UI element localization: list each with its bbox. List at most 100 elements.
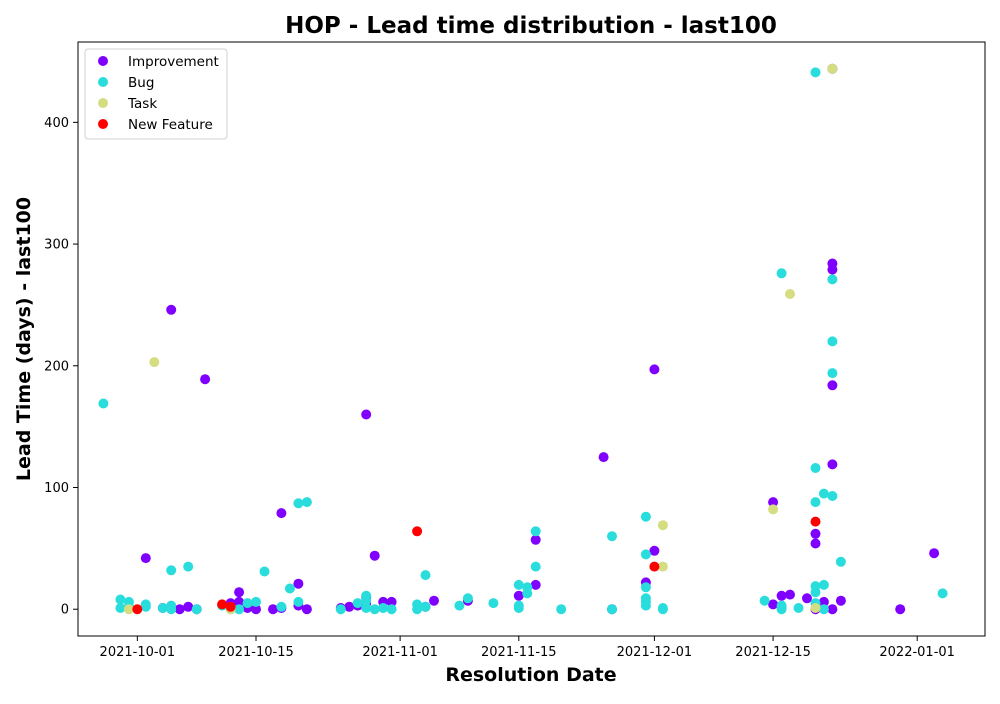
plot-area: 2021-10-01 2021-10-15 2021-11-01 2021-11-15… xyxy=(44,41,986,660)
legend: Improvement Bug Task New Feature xyxy=(84,48,228,140)
data-point xyxy=(640,600,651,611)
data-point xyxy=(301,497,312,508)
data-point xyxy=(352,598,363,609)
data-point xyxy=(268,604,278,615)
data-point xyxy=(810,528,821,539)
data-point xyxy=(895,604,906,615)
y-tick-label: 400 xyxy=(44,116,69,131)
data-point xyxy=(810,516,821,527)
data-point xyxy=(369,550,380,561)
data-point xyxy=(640,511,651,522)
x-axis-label: Resolution Date xyxy=(445,664,616,686)
data-point xyxy=(225,601,236,612)
data-point xyxy=(937,588,948,599)
data-point xyxy=(530,526,541,537)
data-point xyxy=(412,526,423,537)
data-point xyxy=(462,593,473,604)
data-point xyxy=(115,594,126,605)
legend-label: New Feature xyxy=(128,117,213,133)
x-tick-label: 2021-10-01 xyxy=(100,645,176,660)
x-tick-label: 2021-10-15 xyxy=(218,645,294,660)
data-point xyxy=(530,534,541,545)
data-point xyxy=(513,579,524,590)
data-point xyxy=(607,604,617,615)
x-tick-label: 2021-11-01 xyxy=(362,645,438,660)
data-point xyxy=(98,398,109,409)
legend-marker xyxy=(98,119,108,129)
plot-frame xyxy=(77,41,986,637)
data-point xyxy=(361,595,372,606)
data-point xyxy=(776,590,787,601)
data-point xyxy=(810,538,821,549)
data-point xyxy=(293,578,304,589)
data-point xyxy=(810,587,821,598)
x-tick-label: 2021-12-01 xyxy=(617,645,693,660)
data-point xyxy=(420,601,431,612)
series-new-feature xyxy=(132,516,821,615)
legend-item: New Feature xyxy=(98,117,213,133)
data-point xyxy=(361,409,372,420)
data-point xyxy=(276,601,287,612)
data-point xyxy=(276,508,287,519)
legend-box xyxy=(84,48,228,140)
x-tick-label: 2022-01-01 xyxy=(879,645,955,660)
data-point xyxy=(556,604,567,615)
data-point xyxy=(149,357,160,368)
data-point xyxy=(132,604,143,615)
legend-item: Bug xyxy=(98,75,154,91)
data-point xyxy=(412,599,423,610)
data-point xyxy=(513,603,524,613)
data-point xyxy=(217,599,228,610)
data-point xyxy=(810,497,821,508)
data-point xyxy=(785,289,795,299)
data-point xyxy=(759,595,770,606)
y-tick-label: 300 xyxy=(44,238,69,253)
data-point xyxy=(344,601,355,612)
data-point xyxy=(242,598,253,609)
legend-item: Task xyxy=(98,96,157,112)
x-tick-label: 2021-11-15 xyxy=(481,645,557,660)
data-point xyxy=(649,545,660,556)
data-point xyxy=(157,603,168,613)
data-point xyxy=(386,604,397,615)
legend-marker xyxy=(98,77,108,87)
data-point xyxy=(234,604,245,615)
data-point xyxy=(293,498,304,509)
data-point xyxy=(361,603,372,613)
data-point xyxy=(369,604,380,615)
data-point xyxy=(810,67,821,78)
data-point xyxy=(335,604,346,615)
data-point xyxy=(183,561,194,572)
data-point xyxy=(818,488,829,499)
data-point xyxy=(793,603,804,613)
data-point xyxy=(657,604,668,615)
data-point xyxy=(640,549,651,560)
data-point xyxy=(827,380,838,391)
data-point xyxy=(454,600,465,611)
data-point xyxy=(657,561,668,572)
legend-marker xyxy=(98,98,108,108)
data-point xyxy=(513,590,524,601)
data-point xyxy=(200,374,211,385)
data-point xyxy=(802,593,812,604)
data-point xyxy=(607,531,617,542)
data-point xyxy=(835,595,846,606)
data-point xyxy=(522,588,533,599)
y-tick-label: 200 xyxy=(44,359,69,374)
y-tick-label: 0 xyxy=(61,603,69,618)
data-point xyxy=(530,579,541,590)
data-point xyxy=(123,604,134,615)
data-point xyxy=(640,582,651,593)
data-point xyxy=(166,304,177,315)
data-point xyxy=(827,63,838,74)
data-point xyxy=(166,604,177,615)
data-point xyxy=(649,364,660,375)
data-point xyxy=(378,603,389,613)
data-point xyxy=(827,604,838,615)
data-point xyxy=(785,589,795,600)
data-point xyxy=(818,604,829,615)
data-point xyxy=(768,599,779,610)
data-point xyxy=(827,264,838,275)
